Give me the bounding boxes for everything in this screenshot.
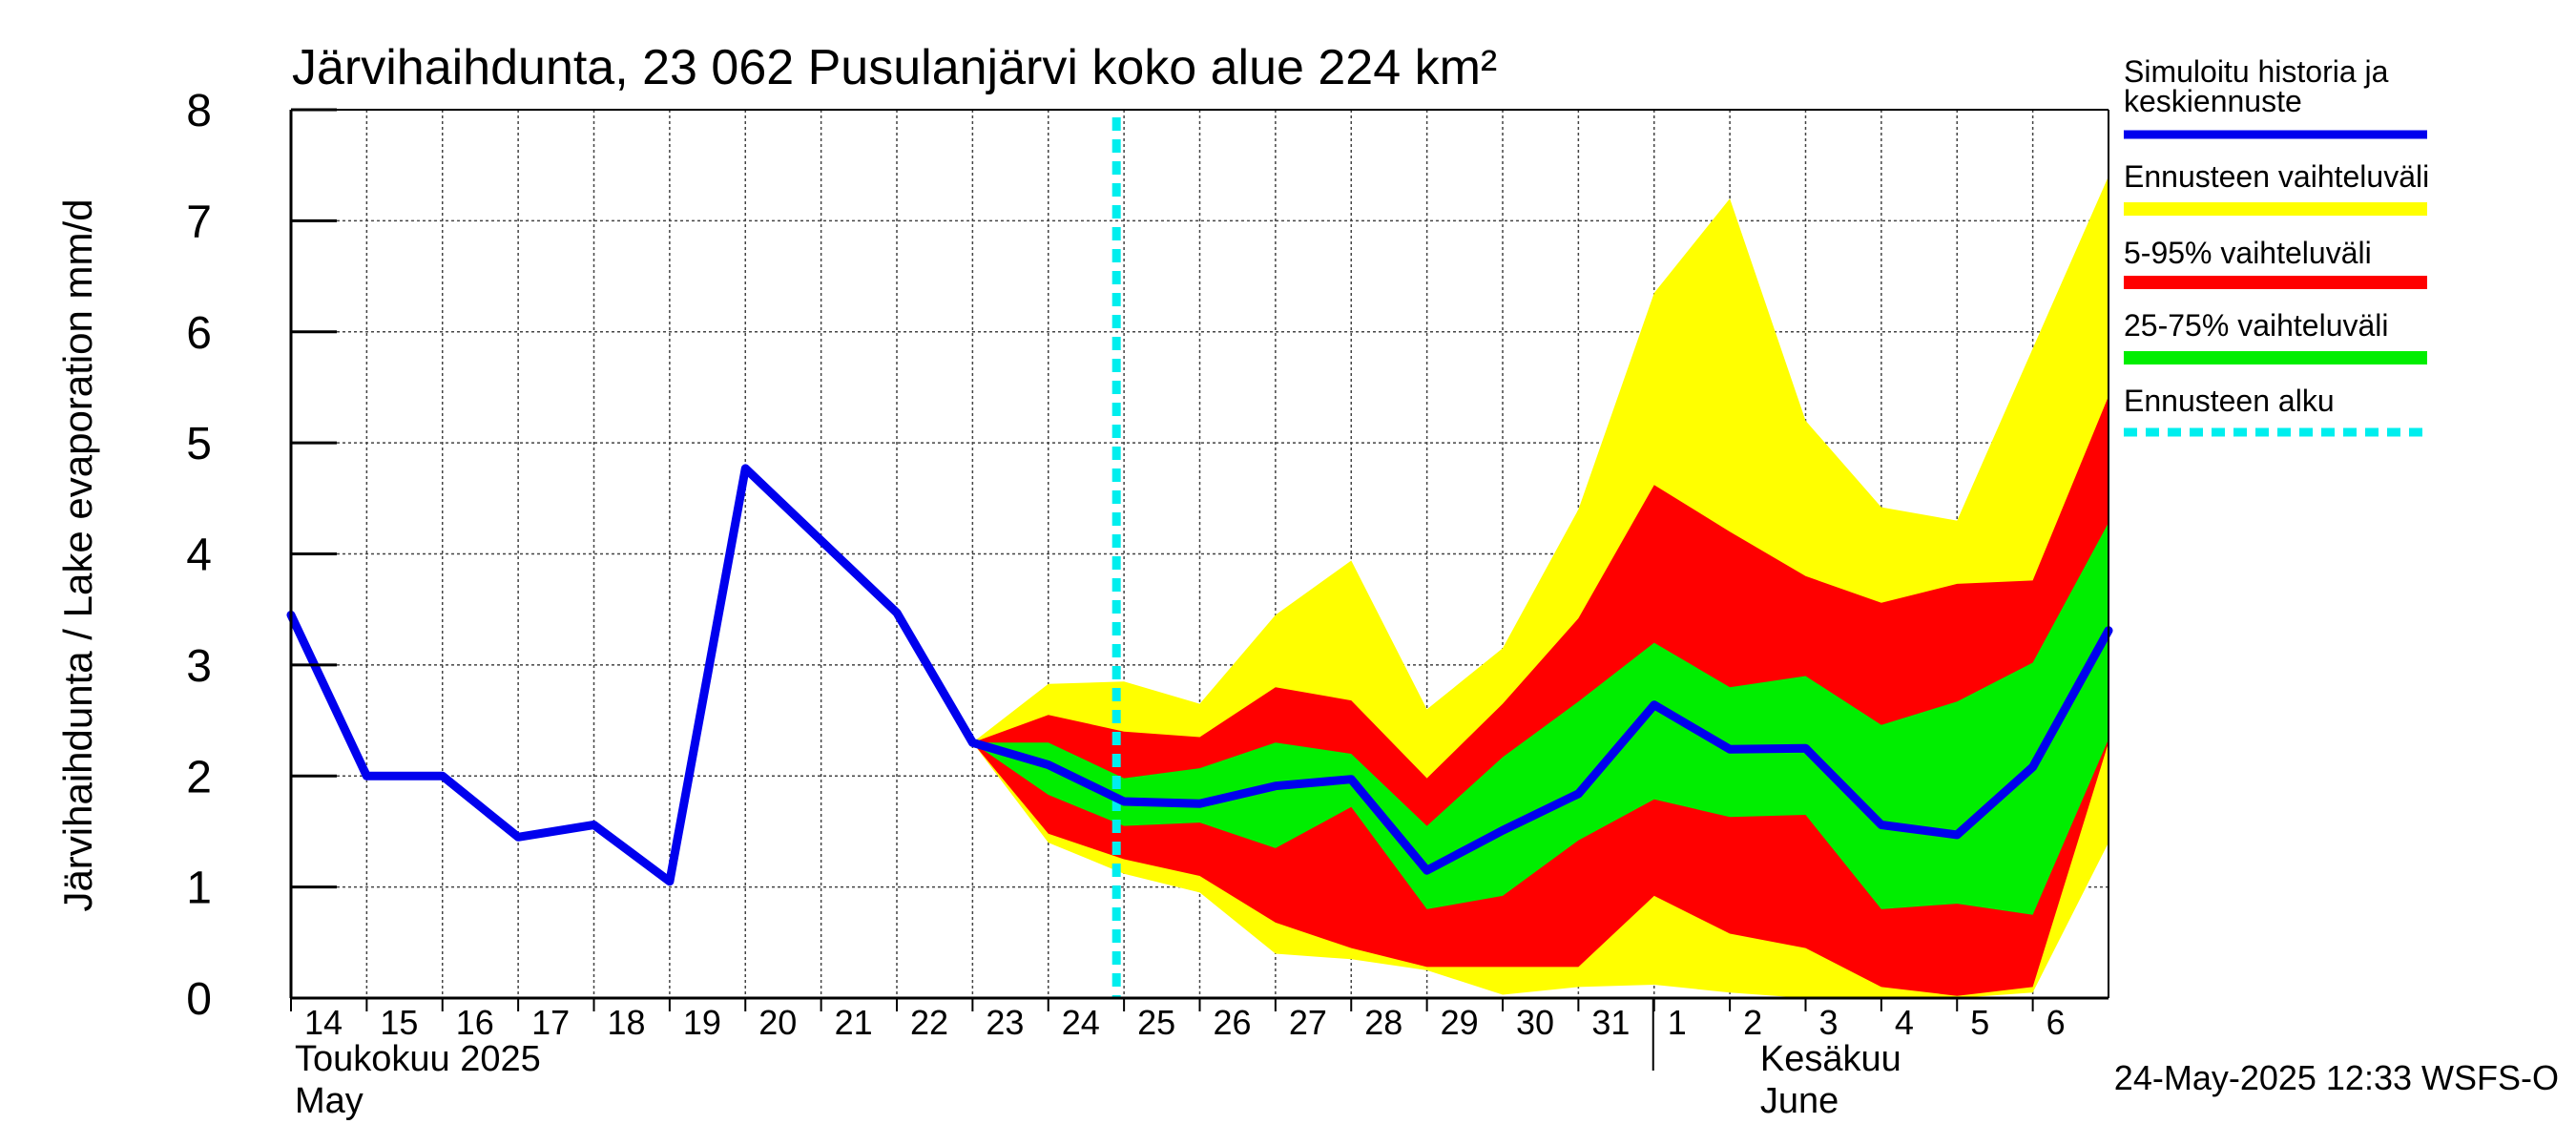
- x-day-label: 14: [304, 1003, 343, 1042]
- x-day-label: 23: [986, 1003, 1024, 1042]
- legend-label-line: keskiennuste: [2124, 84, 2302, 118]
- x-day-label: 30: [1516, 1003, 1554, 1042]
- x-day-label: 19: [683, 1003, 721, 1042]
- month-label-fi: Kesäkuu: [1760, 1039, 1901, 1079]
- legend-item: Ennusteen vaihteluväli: [2124, 159, 2429, 216]
- axes: [289, 108, 2109, 1071]
- x-day-label: 17: [531, 1003, 570, 1042]
- x-day-label: 28: [1364, 1003, 1402, 1042]
- x-day-label: 16: [456, 1003, 494, 1042]
- y-tick-label: 7: [186, 197, 212, 247]
- x-day-label: 1: [1668, 1003, 1687, 1042]
- x-day-label: 26: [1214, 1003, 1252, 1042]
- y-tick-label: 1: [186, 864, 212, 914]
- legend-item: 25-75% vaihteluväli: [2124, 308, 2427, 364]
- y-tick-label: 5: [186, 419, 212, 469]
- month-label-en: May: [295, 1081, 364, 1121]
- footer-timestamp: 24-May-2025 12:33 WSFS-O: [2114, 1058, 2559, 1097]
- band-5-95: [972, 396, 2109, 996]
- y-tick-label: 0: [186, 974, 212, 1025]
- history-median-line: [286, 464, 2113, 886]
- y-tick-label: 6: [186, 308, 212, 359]
- x-day-label: 18: [608, 1003, 646, 1042]
- x-day-label: 24: [1062, 1003, 1100, 1042]
- legend-item: 5-95% vaihteluväli: [2124, 236, 2427, 289]
- x-day-label: 3: [1819, 1003, 1839, 1042]
- x-day-label: 25: [1137, 1003, 1175, 1042]
- y-tick-label: 2: [186, 752, 212, 802]
- x-day-label: 5: [1970, 1003, 1989, 1042]
- x-day-label: 22: [910, 1003, 948, 1042]
- legend-item: Simuloitu historia ja keskiennuste: [2124, 54, 2427, 139]
- band-25-75: [972, 522, 2109, 915]
- x-day-label: 20: [758, 1003, 797, 1042]
- legend-label: Simuloitu historia ja keskiennuste: [2124, 54, 2389, 118]
- x-day-label: 4: [1895, 1003, 1914, 1042]
- y-tick-label: 4: [186, 531, 212, 581]
- y-tick-label: 3: [186, 641, 212, 692]
- series-lines: [286, 117, 2113, 998]
- x-day-label: 29: [1441, 1003, 1479, 1042]
- x-day-label: 21: [835, 1003, 873, 1042]
- legend-item: Ennusteen alku: [2124, 384, 2427, 437]
- x-day-label: 31: [1591, 1003, 1630, 1042]
- y-tick-label: 8: [186, 86, 212, 136]
- x-day-label: 27: [1289, 1003, 1327, 1042]
- month-label-fi: Toukokuu 2025: [295, 1039, 541, 1079]
- x-day-label: 2: [1743, 1003, 1762, 1042]
- chart-title: Järvihaihdunta, 23 062 Pusulanjärvi koko…: [292, 40, 1497, 95]
- legend-label: 25-75% vaihteluväli: [2124, 308, 2389, 343]
- legend-label: Ennusteen vaihteluväli: [2124, 159, 2429, 194]
- legend: Simuloitu historia ja keskiennuste Ennuste…: [2124, 54, 2429, 437]
- legend-label: 5-95% vaihteluväli: [2124, 236, 2372, 270]
- legend-label-line: Simuloitu historia ja: [2124, 54, 2389, 89]
- x-day-label: 6: [2046, 1003, 2066, 1042]
- month-label-en: June: [1760, 1081, 1839, 1121]
- legend-label: Ennusteen alku: [2124, 384, 2335, 418]
- y-axis-label: Järvihaihdunta / Lake evaporation mm/d: [55, 198, 100, 911]
- x-day-label: 15: [380, 1003, 418, 1042]
